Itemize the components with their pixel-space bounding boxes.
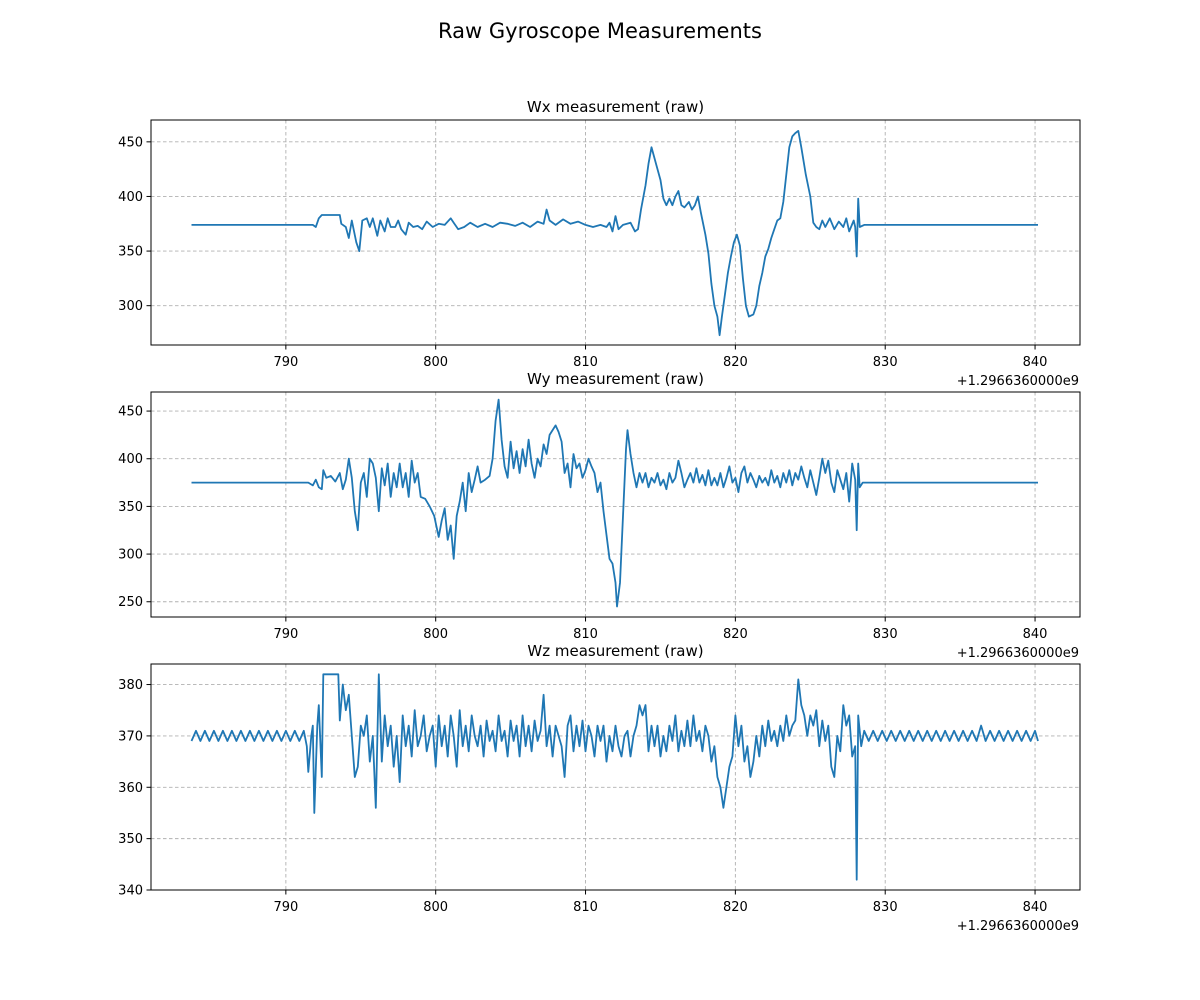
chart-2-y-tick-label: 350 (118, 500, 143, 515)
chart-3-x-tick-label: 820 (723, 900, 748, 915)
chart-2-x-tick-label: 810 (573, 627, 598, 642)
chart-1-y-tick-label: 300 (118, 299, 143, 314)
chart-3-x-tick-label: 810 (573, 900, 598, 915)
chart-1-y-tick-label: 450 (118, 135, 143, 150)
chart-1-series-wx-line (191, 130, 1038, 337)
chart-2-title: Wy measurement (raw) (527, 370, 704, 388)
chart-2-x-offset-label: +1.2966360000e9 (957, 646, 1079, 661)
chart-3-x-offset-label: +1.2966360000e9 (957, 919, 1079, 934)
chart-1-y-tick-label: 400 (118, 190, 143, 205)
chart-2-y-tick-label: 300 (118, 548, 143, 563)
chart-3-y-tick-label: 380 (118, 678, 143, 693)
chart-2-series-wy-line (191, 398, 1038, 608)
chart-2-x-tick-label: 790 (273, 627, 298, 642)
chart-2-x-tick-label: 800 (423, 627, 448, 642)
chart-1-x-tick-label: 830 (873, 355, 898, 370)
chart-3-x-tick-label: 790 (273, 900, 298, 915)
chart-1-x-offset-label: +1.2966360000e9 (957, 374, 1079, 389)
chart-2-x-tick-label: 830 (873, 627, 898, 642)
chart-3-x-tick-label: 840 (1023, 900, 1048, 915)
chart-1-x-tick-label: 790 (273, 355, 298, 370)
chart-2-x-tick-label: 840 (1023, 627, 1048, 642)
chart-1-y-tick-label: 350 (118, 245, 143, 260)
chart-1: Wx measurement (raw) 790 800 810 820 830 840 30… (118, 98, 1081, 389)
chart-2-x-tick-label: 820 (723, 627, 748, 642)
chart-3-title: Wz measurement (raw) (527, 642, 703, 660)
chart-1-plot-area (150, 119, 1081, 346)
chart-1-title: Wx measurement (raw) (527, 98, 704, 116)
chart-2-y-tick-label: 250 (118, 595, 143, 610)
chart-2: Wy measurement (raw) 790 800 810 820 830 840 25… (118, 370, 1081, 661)
chart-2-plot-area (150, 391, 1081, 618)
chart-3-y-tick-label: 360 (118, 781, 143, 796)
chart-3-x-tick-label: 830 (873, 900, 898, 915)
chart-3: Wz measurement (raw) 790 800 810 820 830 840 34… (118, 642, 1081, 934)
chart-2-y-tick-label: 450 (118, 405, 143, 420)
chart-3-x-tick-label: 800 (423, 900, 448, 915)
chart-3-series-wz-line (190, 673, 1039, 881)
figure-title: Raw Gyroscope Measurements (438, 19, 762, 43)
chart-1-x-tick-label: 800 (423, 355, 448, 370)
subplots: Wx measurement (raw) 790 800 810 820 830 840 30… (118, 98, 1081, 934)
chart-1-x-tick-label: 810 (573, 355, 598, 370)
chart-2-y-tick-label: 400 (118, 452, 143, 467)
chart-1-x-tick-label: 840 (1023, 355, 1048, 370)
chart-3-y-tick-label: 350 (118, 832, 143, 847)
chart-1-x-tick-label: 820 (723, 355, 748, 370)
chart-3-y-tick-label: 370 (118, 729, 143, 744)
chart-3-y-tick-label: 340 (118, 884, 143, 899)
chart-3-plot-area (150, 663, 1081, 891)
